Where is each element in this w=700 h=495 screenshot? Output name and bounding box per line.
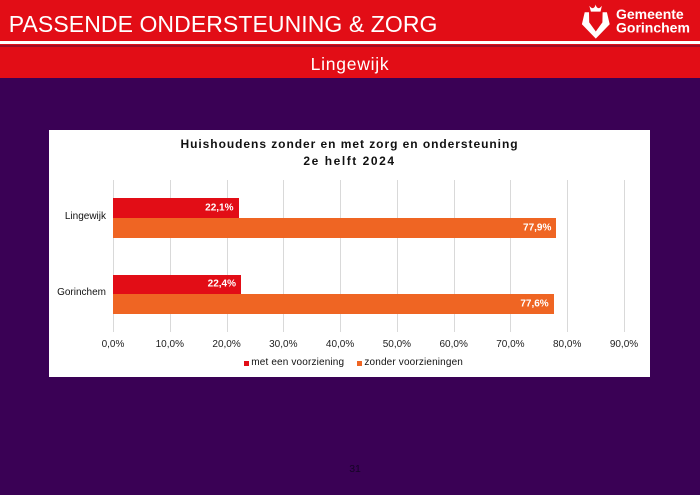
svg-text:Gorinchem: Gorinchem — [616, 20, 690, 36]
svg-text:Gemeente: Gemeente — [616, 6, 684, 22]
